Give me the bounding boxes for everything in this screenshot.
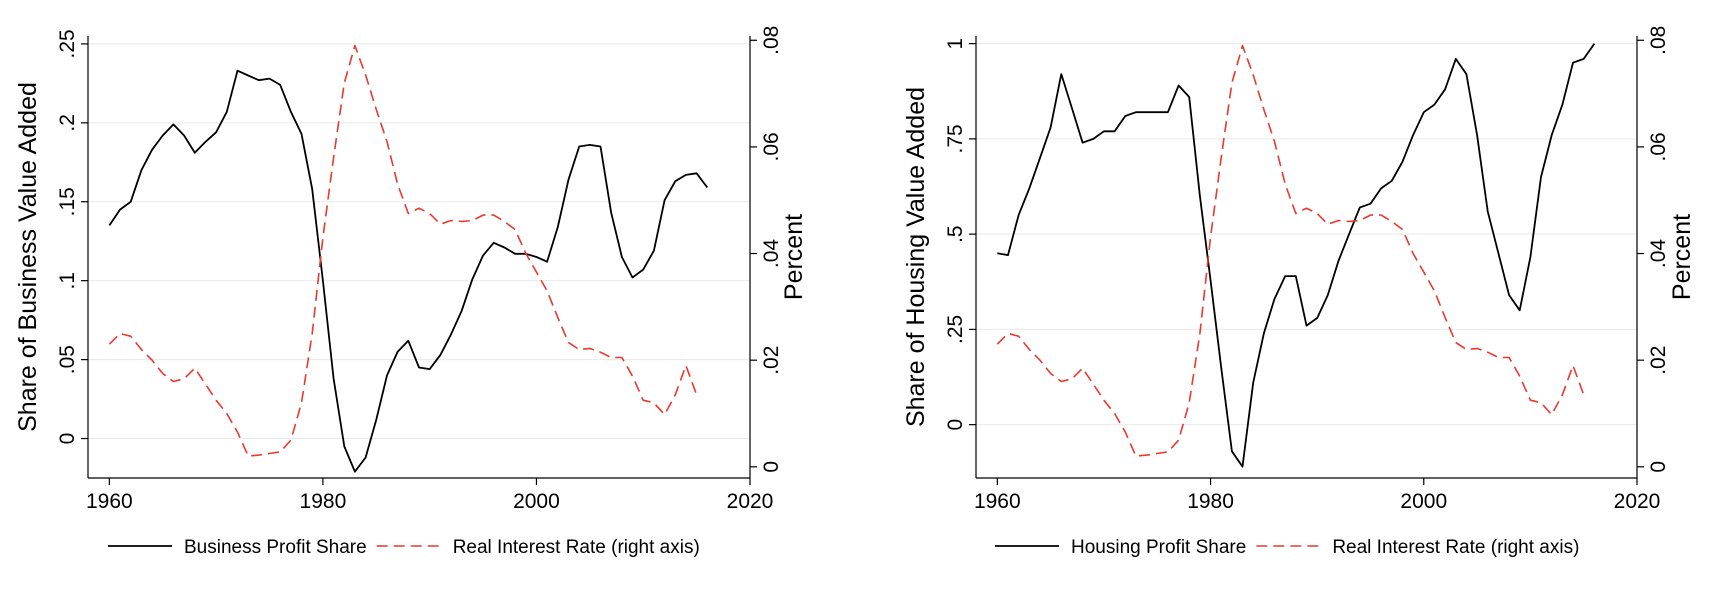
business-xtick-label: 2000	[513, 490, 560, 513]
housing-series-line-real-interest-rate	[996, 44, 1585, 457]
business-y2label: Percent	[780, 214, 808, 300]
business-ytick-label: 0	[56, 433, 79, 445]
business-ytick-label: .15	[56, 187, 79, 216]
housing-chart: 0 .25 .5 .75 1 0 .02 .04 .06 .08 1960 1980 2000 2020 S…	[902, 26, 1696, 558]
business-y2tick-label: .02	[760, 346, 783, 375]
housing-y2tick-label: .08	[1647, 26, 1670, 55]
housing-xtick-label: 1960	[974, 490, 1021, 513]
business-chart: 0 .05 .1 .15 .2 .25 0 .02 .04 .06 .08 1960 1980 2000 2…	[14, 26, 808, 558]
business-y2tick-label: .08	[760, 26, 783, 55]
business-ylabel: Share of Business Value Added	[14, 82, 42, 432]
business-y2tick-label: .06	[760, 132, 783, 161]
housing-ytick-label: .25	[944, 315, 967, 344]
housing-series-line-profit-share	[997, 43, 1596, 468]
housing-y2label: Percent	[1668, 214, 1696, 300]
housing-y2tick-label: .02	[1647, 346, 1670, 375]
business-series-line-real-interest-rate	[108, 44, 698, 457]
housing-ylabel: Share of Housing Value Added	[902, 87, 930, 427]
housing-xtick-label: 2020	[1614, 490, 1661, 513]
housing-y2tick-label: .06	[1647, 132, 1670, 161]
business-legend-label: Real Interest Rate (right axis)	[453, 537, 700, 558]
business-ytick-label: .25	[56, 29, 79, 58]
business-legend-label: Business Profit Share	[184, 537, 367, 558]
housing-ytick-label: 1	[944, 38, 967, 50]
housing-y2tick-label: 0	[1647, 461, 1670, 473]
housing-legend-label: Real Interest Rate (right axis)	[1332, 537, 1579, 558]
business-ytick-label: .1	[56, 272, 79, 290]
business-ytick-label: .05	[56, 345, 79, 374]
housing-ytick-label: .75	[944, 124, 967, 153]
housing-ytick-label: .5	[944, 225, 967, 243]
business-series-line-profit-share	[108, 69, 709, 473]
business-ytick-label: .2	[56, 114, 79, 132]
housing-y2tick-label: .04	[1647, 239, 1670, 269]
housing-xtick-label: 2000	[1400, 490, 1447, 513]
housing-ytick-label: 0	[944, 419, 967, 431]
housing-legend-label: Housing Profit Share	[1071, 537, 1246, 558]
business-xtick-label: 1980	[300, 490, 347, 513]
business-y2tick-label: 0	[760, 461, 783, 473]
housing-xtick-label: 1980	[1187, 490, 1234, 513]
business-y2tick-label: .04	[760, 239, 783, 269]
business-xtick-label: 1960	[86, 490, 133, 513]
business-xtick-label: 2020	[727, 490, 774, 513]
